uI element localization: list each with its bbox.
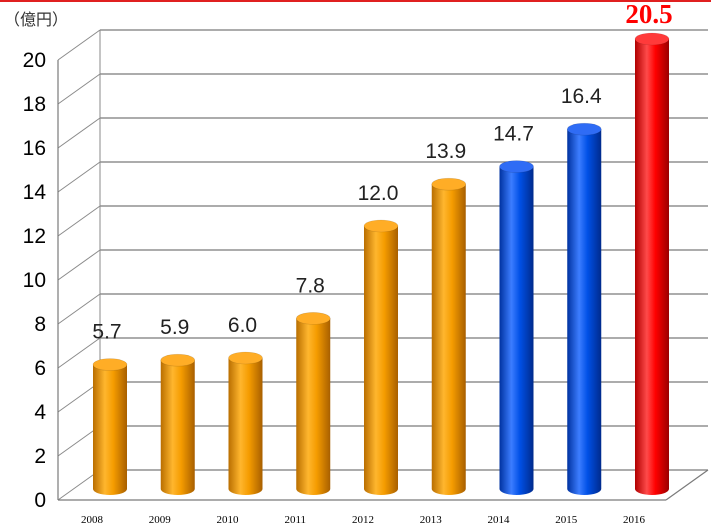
- gridline-8: [57, 293, 708, 325]
- y-tick-label: 12: [23, 225, 46, 248]
- data-label: 6.0: [228, 314, 257, 337]
- x-tick-label: 2014: [488, 514, 511, 526]
- bar-2013: [431, 177, 467, 495]
- bar-2010: [228, 351, 263, 495]
- x-tick-label: 2009: [149, 514, 172, 526]
- bar-2008: [92, 358, 128, 495]
- x-tick-label: 2008: [81, 514, 104, 526]
- data-label: 5.7: [92, 321, 121, 344]
- gridline-14: [57, 161, 708, 193]
- bar-2014: [499, 160, 534, 495]
- gridline-18: [57, 73, 708, 105]
- gridline-10: [57, 249, 708, 281]
- y-tick-label: 2: [34, 445, 46, 468]
- gridline-20: [57, 29, 708, 61]
- data-label: 14.7: [493, 123, 534, 146]
- y-tick-label: 14: [23, 181, 47, 204]
- x-tick-label: 2010: [217, 514, 240, 526]
- data-label: 13.9: [425, 140, 466, 163]
- x-tick-label: 2011: [284, 514, 306, 526]
- data-label: 7.8: [296, 274, 325, 297]
- y-tick-label: 8: [34, 313, 46, 336]
- gridline-12: [57, 205, 708, 237]
- y-tick-label: 6: [34, 357, 46, 380]
- x-tick-label: 2013: [420, 514, 443, 526]
- x-tick-labels: 2008 2009 2010 2011 2012 2013 2014 2015 2016: [81, 514, 646, 526]
- bar-2016: [634, 32, 670, 495]
- data-label: 12.0: [358, 182, 399, 205]
- floor-edge: [665, 469, 709, 501]
- bars: [92, 32, 670, 495]
- y-tick-label: 18: [23, 93, 46, 116]
- y-tick-label: 4: [34, 401, 46, 424]
- gridlines: [57, 29, 708, 501]
- y-tick-label: 10: [23, 269, 46, 292]
- bar-2012: [363, 219, 399, 495]
- gridline-6: [57, 337, 708, 369]
- y-tick-label: 16: [23, 137, 46, 160]
- x-tick-label: 2012: [352, 514, 374, 526]
- data-label: 20.5: [625, 0, 672, 29]
- top-accent-line: [0, 0, 711, 2]
- data-label: 16.4: [561, 85, 602, 108]
- y-tick-label: 0: [34, 489, 46, 512]
- data-label: 5.9: [160, 316, 189, 339]
- bar-2011: [295, 312, 331, 495]
- bar-2015: [566, 122, 602, 495]
- y-tick-label: 20: [23, 49, 46, 72]
- unit-label: （億円）: [4, 10, 69, 29]
- data-labels: 5.7 5.9 6.0 7.8 12.0 13.9 14.7 16.4 20.5: [92, 0, 672, 344]
- y-tick-labels: 0 2 4 6 8 10 12 14 16 18 20: [23, 49, 47, 512]
- x-tick-label: 2015: [555, 514, 578, 526]
- gridline-16: [57, 117, 708, 149]
- bar-2009: [160, 353, 196, 495]
- x-tick-label: 2016: [623, 514, 646, 526]
